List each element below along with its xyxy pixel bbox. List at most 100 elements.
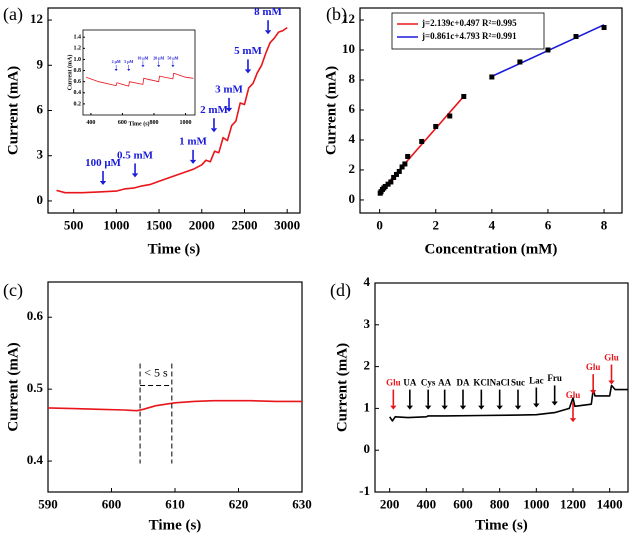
y-axis-label: Current (mA) [5,66,21,155]
panel-label: (c) [3,280,23,301]
panel-label: (b) [326,4,347,25]
data-point [573,33,579,39]
annotation-arrowhead [114,69,118,72]
y-tick-label: 6 [37,101,44,116]
x-tick-label: 610 [165,497,185,512]
annotation: < 5 s [144,365,168,379]
annotation: 50 μM [167,55,178,60]
data-point [382,183,388,189]
annotation-arrowhead [99,180,107,185]
data-point [489,74,495,80]
panel-label: (a) [3,4,23,25]
y-tick-label: 8 [349,71,356,86]
annotation: Cys [421,377,436,387]
annotation-arrowhead [189,159,197,164]
annotation-arrowhead [225,107,233,112]
annotation-arrowhead [171,65,175,68]
annotation-arrowhead [569,418,577,423]
annotation: 2 μM [112,59,121,64]
y-tick-label: 10 [342,41,355,56]
y-tick-label: 4 [364,274,371,289]
y-tick-label: 0.8 [74,68,82,74]
annotation-arrowhead [131,173,139,178]
data-point [405,153,411,159]
x-tick-label: 800 [490,497,510,512]
x-axis-label: Time (s) [475,517,528,533]
y-tick-label: 12 [30,11,43,26]
x-tick-label: 400 [417,497,437,512]
data-point [393,171,399,177]
annotation: 1 mM [179,136,207,148]
data-point [385,181,391,187]
panel: 400 600 800 1000 0.2 0.4 0.6 0.8 1.0 1.2 1.4 Time (… [66,29,196,127]
plot-frame [82,29,196,116]
x-tick-label: 500 [64,218,84,233]
y-tick-label: -1 [359,483,370,498]
annotation-arrowhead [264,30,272,35]
x-tick-label: 6 [545,218,552,233]
annotation: 0.5 mM [117,149,154,161]
annotation-arrowhead [533,403,540,408]
annotation: Glu [586,362,601,372]
x-tick-label: 400 [86,120,95,126]
panel: 0 2 4 6 8 0 2 4 6 8 10 12 Concentration (mM) Current … [323,4,623,257]
data-point [402,161,408,167]
annotation: Lac [529,375,544,385]
y-tick-label: 0.5 [27,380,44,395]
data-point [601,24,607,30]
y-tick-label: 3 [37,147,44,162]
annotation-arrowhead [141,65,145,68]
data-point [391,174,397,180]
y-tick-label: 1.2 [74,46,82,52]
annotation: 2 mM [200,104,228,116]
annotation: Suc [511,377,525,387]
annotation-arrowhead [127,69,131,72]
data-point [396,168,402,174]
y-tick-label: 2 [364,358,371,373]
annotation-arrowhead [441,405,448,410]
y-tick-label: 9 [37,56,44,71]
annotation: Glu [386,377,401,387]
annotation-arrowhead [157,65,161,68]
annotation-arrowhead [244,69,252,74]
x-tick-label: 1000 [180,120,192,126]
y-tick-label: 1.4 [74,35,82,41]
annotation: Glu [566,390,581,400]
panel-label: (d) [330,280,351,301]
x-tick-label: 1000 [103,218,129,233]
annotation-arrowhead [478,405,485,410]
y-axis-label: Current (mA) [66,55,73,91]
annotation: DA [457,377,470,387]
annotation: 10 μM [137,55,148,60]
annotation: KCl [473,377,490,387]
y-tick-label: 1.0 [74,57,82,63]
x-axis-label: Time (s) [148,241,201,257]
x-tick-label: 600 [118,120,127,126]
x-axis-label: Time (s) [149,517,202,533]
data-line [86,72,194,87]
x-tick-label: 1200 [560,497,586,512]
data-point [461,93,467,99]
y-tick-label: 4 [349,131,356,146]
x-tick-label: 2 [432,218,439,233]
data-point [517,59,523,65]
x-tick-label: 4 [489,218,496,233]
annotation: 3 mM [215,84,243,96]
annotation-arrowhead [390,405,397,410]
plot-area [56,26,288,194]
y-tick-label: 0.6 [74,79,82,85]
data-point [419,138,425,144]
x-tick-label: 2000 [189,218,215,233]
x-tick-label: 800 [149,120,158,126]
data-line [48,399,302,412]
annotation: NaCl [490,377,510,387]
panel: 200 400 600 800 1000 1200 1400 -1 0 1 2 3 4 Time (s) C… [330,274,629,533]
x-tick-label: 3000 [274,218,300,233]
annotation: Glu [604,352,619,362]
annotation: UA [403,377,416,387]
x-axis-label: Concentration (mM) [425,241,558,257]
plot-area [377,24,607,196]
x-tick-label: 590 [38,497,58,512]
annotation: AA [438,377,451,387]
